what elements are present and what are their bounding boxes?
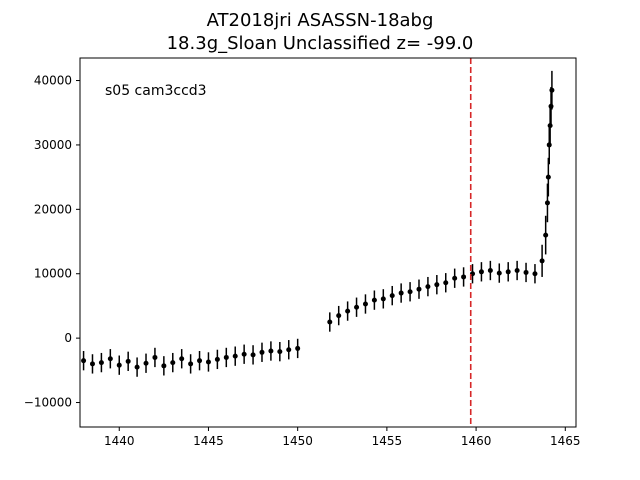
- data-point: [461, 274, 467, 280]
- data-point: [205, 359, 211, 365]
- data-point: [107, 356, 113, 362]
- data-point: [371, 297, 377, 303]
- data-point: [152, 354, 158, 360]
- data-point: [545, 174, 551, 180]
- x-tick-label: 1440: [104, 434, 135, 448]
- data-series-group: [81, 58, 555, 427]
- data-point: [543, 232, 549, 238]
- data-point: [362, 301, 368, 307]
- y-tick-label: −10000: [24, 396, 72, 410]
- data-point: [548, 103, 554, 109]
- data-point: [161, 363, 167, 369]
- data-point: [250, 352, 256, 358]
- data-point: [549, 87, 555, 93]
- data-point: [259, 349, 265, 355]
- x-tick-label: 1465: [550, 434, 581, 448]
- data-point: [539, 258, 545, 264]
- data-point: [277, 349, 283, 355]
- data-point: [125, 358, 131, 364]
- data-point: [496, 270, 502, 276]
- data-point: [143, 360, 149, 366]
- data-point: [380, 296, 386, 302]
- data-point: [416, 286, 422, 292]
- data-point: [547, 123, 553, 129]
- data-point: [389, 293, 395, 299]
- x-tick-label: 1450: [282, 434, 313, 448]
- data-point: [532, 271, 538, 277]
- data-point: [134, 364, 140, 370]
- plot-area: 1440 1445 1450 1455 1460 1465 −10000 0 10000 2000…: [24, 57, 581, 448]
- data-point: [336, 313, 342, 319]
- data-point: [295, 345, 301, 351]
- chart-title-line2: 18.3g_Sloan Unclassified z= -99.0: [167, 33, 474, 54]
- y-tick-label: 0: [64, 331, 72, 345]
- data-point: [407, 289, 413, 295]
- x-tick-label: 1455: [372, 434, 403, 448]
- data-point: [478, 269, 484, 275]
- data-point: [223, 354, 229, 360]
- x-tick-label: 1445: [193, 434, 224, 448]
- data-point: [398, 290, 404, 296]
- data-point: [544, 200, 550, 206]
- axes-frame: [79, 57, 577, 428]
- data-point: [179, 356, 185, 362]
- chart-title-line1: AT2018jri ASASSN-18abg: [207, 10, 434, 31]
- data-point: [452, 275, 458, 281]
- data-point: [241, 351, 247, 357]
- data-point: [514, 268, 520, 274]
- data-point: [81, 358, 87, 364]
- data-point: [345, 308, 351, 314]
- data-point: [116, 362, 122, 368]
- data-point: [487, 268, 493, 274]
- data-point: [197, 358, 203, 364]
- y-tick-label: 20000: [34, 202, 72, 216]
- data-point: [286, 347, 292, 353]
- data-point: [354, 304, 360, 310]
- data-point: [327, 319, 333, 325]
- y-tick-label: 10000: [34, 267, 72, 281]
- data-point: [546, 142, 552, 148]
- y-tick-label: 40000: [34, 74, 72, 88]
- data-point: [188, 361, 194, 367]
- data-point: [232, 353, 238, 359]
- camera-annotation: s05 cam3ccd3: [105, 83, 207, 99]
- data-point: [98, 360, 104, 366]
- data-point: [523, 269, 529, 275]
- x-tick-label: 1460: [461, 434, 492, 448]
- data-point: [89, 361, 95, 367]
- data-point: [425, 284, 431, 290]
- y-tick-label: 30000: [34, 138, 72, 152]
- data-point: [170, 360, 176, 366]
- data-point: [443, 280, 449, 286]
- data-point: [434, 282, 440, 288]
- data-point: [214, 356, 220, 362]
- data-point: [268, 348, 274, 354]
- data-point: [505, 269, 511, 275]
